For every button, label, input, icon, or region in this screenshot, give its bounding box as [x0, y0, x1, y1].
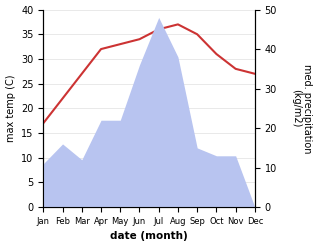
- Y-axis label: med. precipitation
(kg/m2): med. precipitation (kg/m2): [291, 64, 313, 153]
- X-axis label: date (month): date (month): [110, 231, 188, 242]
- Y-axis label: max temp (C): max temp (C): [5, 75, 16, 142]
